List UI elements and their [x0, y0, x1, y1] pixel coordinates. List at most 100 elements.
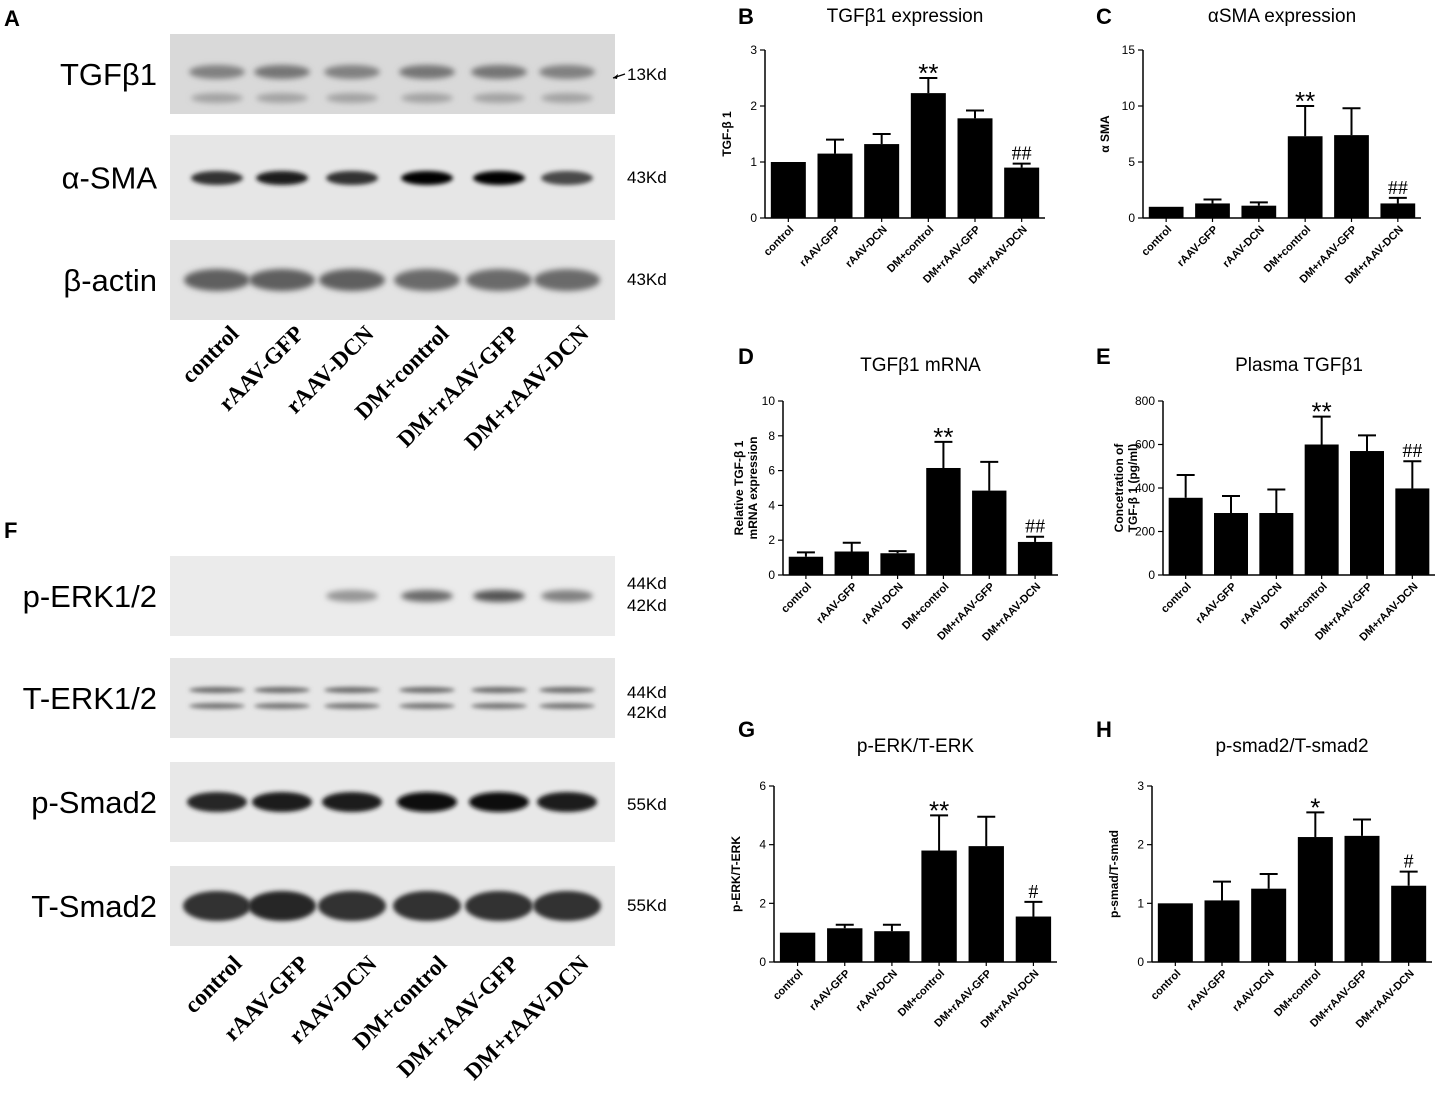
- blot-membrane: [170, 135, 615, 220]
- molecular-weight-label: 13Kd: [627, 65, 667, 84]
- y-axis-label-line: mRNA expression: [746, 437, 760, 540]
- bar: [1157, 903, 1193, 962]
- y-tick-label: 1: [750, 155, 757, 169]
- protein-band: [473, 93, 525, 103]
- y-tick-label: 6: [759, 779, 766, 793]
- y-axis-label: α SMA: [1098, 115, 1112, 153]
- x-tick-label: DM+control: [885, 224, 936, 275]
- protein-band: [399, 703, 455, 709]
- blot-membrane: [170, 658, 615, 738]
- y-tick-label: 4: [768, 498, 775, 512]
- x-tick-label: rAAV-DCN: [1230, 968, 1276, 1014]
- significance-label: **: [929, 795, 949, 825]
- molecular-weight-label: 55Kd: [627, 896, 667, 915]
- protein-band: [471, 65, 527, 79]
- chart-title: p-ERK/T-ERK: [857, 736, 975, 757]
- y-tick-label: 2: [750, 99, 757, 113]
- chart-title: Plasma TGFβ1: [1235, 355, 1363, 376]
- x-tick-label: rAAV-GFP: [814, 581, 860, 627]
- lane-label: DM+rAAV-DCN: [460, 321, 594, 455]
- panel-letter-a: A: [4, 6, 20, 31]
- chart-title: αSMA expression: [1208, 6, 1356, 27]
- protein-band: [256, 171, 308, 185]
- protein-band: [322, 792, 382, 812]
- bar: [910, 93, 946, 218]
- chart-title: TGFβ1 mRNA: [860, 355, 981, 376]
- y-axis-label: p-smad/T-smad: [1107, 830, 1121, 918]
- x-tick-label: rAAV-GFP: [1194, 581, 1240, 627]
- y-tick-label: 600: [1135, 438, 1155, 452]
- blot-membrane: [170, 556, 615, 636]
- significance-label: ##: [1012, 143, 1032, 165]
- y-axis-label: TGF-β 1: [720, 111, 734, 157]
- protein-band: [254, 687, 310, 693]
- molecular-weight-label: 43Kd: [627, 270, 667, 289]
- y-tick-label: 0: [1148, 568, 1155, 582]
- bar: [1287, 136, 1323, 218]
- bar: [921, 850, 957, 962]
- chart-title: p-smad2/T-smad2: [1215, 736, 1368, 757]
- x-tick-label: control: [1159, 581, 1194, 616]
- y-tick-label: 0: [759, 955, 766, 969]
- y-tick-label: 10: [1122, 99, 1136, 113]
- chart-title: TGFβ1 expression: [827, 6, 984, 27]
- bar: [1395, 488, 1430, 575]
- significance-label: #: [1404, 851, 1414, 873]
- chart-h: Hp-smad2/T-smad2 0 1 2 3 p-smad/T-smad control…: [1096, 717, 1432, 1031]
- molecular-weight-label: 55Kd: [627, 795, 667, 814]
- y-tick-label: 15: [1122, 43, 1136, 57]
- protein-band: [401, 93, 453, 103]
- protein-band: [537, 792, 597, 812]
- bar: [968, 846, 1004, 962]
- bar: [864, 144, 900, 218]
- protein-band: [399, 65, 455, 79]
- significance-label: **: [1312, 397, 1332, 427]
- y-tick-label: 0: [1128, 211, 1135, 225]
- protein-band: [471, 703, 527, 709]
- bar: [1015, 916, 1052, 962]
- y-tick-label: 1: [1137, 896, 1144, 910]
- x-tick-label: DM+control: [896, 968, 947, 1019]
- bar: [817, 153, 853, 218]
- bar: [827, 928, 863, 962]
- protein-band: [534, 269, 600, 291]
- protein-band: [191, 171, 243, 185]
- y-tick-label: 800: [1135, 394, 1155, 408]
- y-tick-label: 0: [768, 568, 775, 582]
- protein-band: [256, 93, 308, 103]
- y-tick-label: 400: [1135, 481, 1155, 495]
- panel-letter: D: [738, 344, 754, 369]
- x-tick-label: rAAV-DCN: [843, 224, 889, 270]
- protein-band: [469, 792, 529, 812]
- x-tick-label: rAAV-GFP: [798, 224, 844, 270]
- bar: [874, 931, 910, 962]
- protein-band: [254, 703, 310, 709]
- bar: [926, 467, 961, 575]
- y-axis-label: p-ERK/T-ERK: [729, 836, 743, 912]
- bar: [1214, 513, 1248, 575]
- bar: [1344, 835, 1380, 962]
- protein-band: [466, 269, 532, 291]
- protein-band: [187, 792, 247, 812]
- x-tick-label: DM+control: [1262, 224, 1313, 275]
- y-axis-label-line: TGF-β 1 (pg/ml): [1126, 444, 1140, 533]
- significance-label: *: [1310, 792, 1320, 822]
- lane-label: DM+rAAV-DCN: [460, 951, 594, 1085]
- protein-band: [254, 65, 310, 79]
- bar: [834, 551, 869, 575]
- bar: [1297, 837, 1333, 962]
- bar: [1304, 444, 1339, 575]
- protein-band: [399, 687, 455, 693]
- protein-band: [473, 171, 525, 185]
- bar: [788, 556, 824, 575]
- x-tick-label: rAAV-DCN: [854, 968, 900, 1014]
- y-axis-label: Relative TGF-β 1mRNA expression: [732, 437, 760, 540]
- protein-band: [326, 171, 378, 185]
- x-tick-label: rAAV-GFP: [1185, 968, 1231, 1014]
- protein-band: [393, 891, 461, 921]
